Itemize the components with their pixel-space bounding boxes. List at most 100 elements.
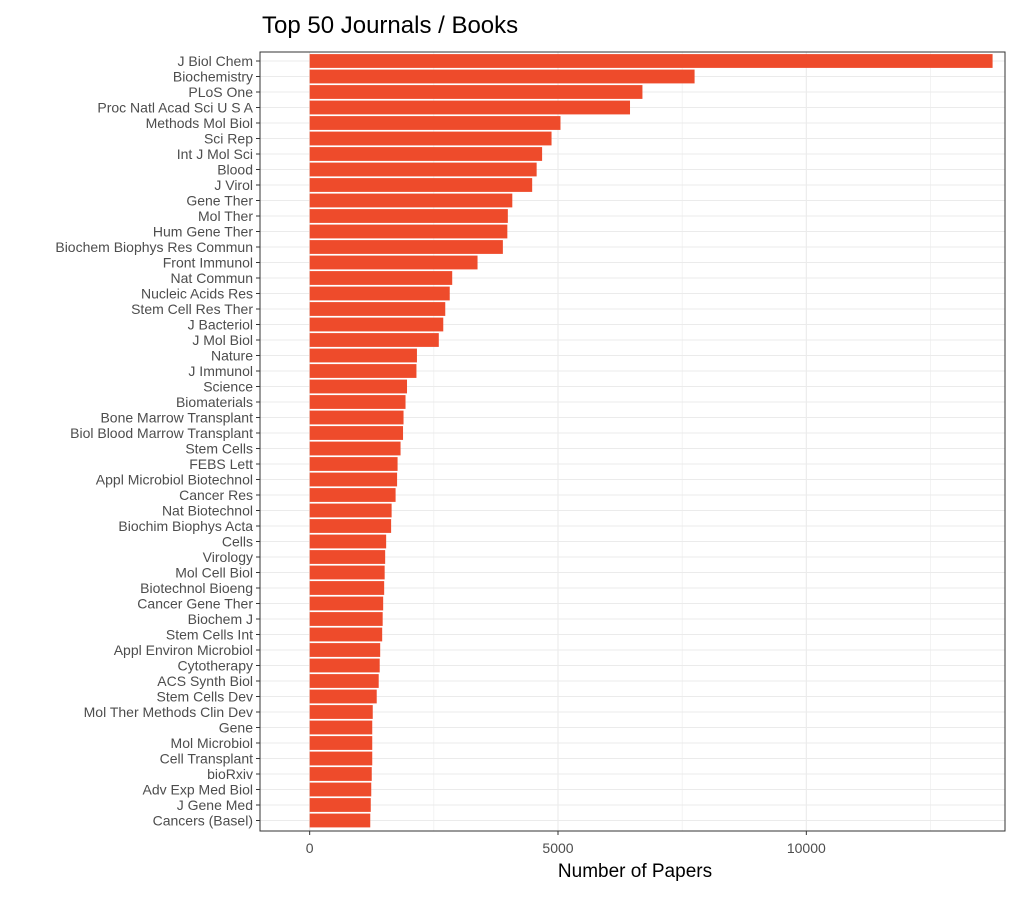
bar xyxy=(309,69,695,84)
bar xyxy=(309,178,533,192)
bar xyxy=(309,627,383,642)
bar xyxy=(309,813,371,828)
bar xyxy=(309,333,439,347)
bar xyxy=(309,395,406,409)
bar xyxy=(309,317,444,332)
bar xyxy=(309,209,508,223)
category-label: Biol Blood Marrow Transplant xyxy=(70,425,253,441)
category-label: Hum Gene Ther xyxy=(153,224,253,240)
bar xyxy=(309,488,396,502)
category-label: Appl Microbiol Biotechnol xyxy=(96,472,253,488)
category-label: Biochemistry xyxy=(173,69,253,85)
category-label: Front Immunol xyxy=(163,255,253,271)
bar xyxy=(309,705,373,719)
category-label: Cells xyxy=(222,534,253,550)
category-label: Stem Cell Res Ther xyxy=(131,301,253,317)
category-label: Nature xyxy=(211,348,253,364)
category-label: Biochim Biophys Acta xyxy=(118,518,253,534)
bar xyxy=(309,286,450,301)
x-tick-label: 10000 xyxy=(787,840,826,856)
bar xyxy=(309,410,404,425)
bar xyxy=(309,162,537,177)
bar xyxy=(309,302,446,316)
bar xyxy=(309,782,372,797)
category-label: Mol Ther Methods Clin Dev xyxy=(84,704,253,720)
bar xyxy=(309,348,417,363)
chart-title: Top 50 Journals / Books xyxy=(262,12,519,39)
category-label: Cell Transplant xyxy=(160,751,253,767)
bar xyxy=(309,674,379,688)
bar xyxy=(309,100,631,115)
category-label: ACS Synth Biol xyxy=(157,673,253,689)
category-label: Nat Biotechnol xyxy=(162,503,253,519)
bar xyxy=(309,503,392,518)
category-label: Stem Cells Dev xyxy=(157,689,253,705)
category-label: Biochem J xyxy=(188,611,253,627)
bar xyxy=(309,767,372,781)
category-label: Blood xyxy=(217,162,253,178)
bar xyxy=(309,364,417,378)
category-label: Adv Exp Med Biol xyxy=(143,782,254,798)
category-label: Biomaterials xyxy=(176,394,253,410)
category-label: J Biol Chem xyxy=(178,53,253,69)
category-label: Stem Cells xyxy=(185,441,253,457)
bar xyxy=(309,224,508,239)
category-label: Mol Cell Biol xyxy=(175,565,253,581)
category-label: Biotechnol Bioeng xyxy=(140,580,253,596)
bar xyxy=(309,643,381,657)
bar xyxy=(309,472,398,487)
bar xyxy=(309,689,377,704)
bar xyxy=(309,54,993,68)
category-label: Nucleic Acids Res xyxy=(141,286,253,302)
category-label: Stem Cells Int xyxy=(166,627,253,643)
category-label: Appl Environ Microbiol xyxy=(114,642,253,658)
bar xyxy=(309,565,385,580)
bar xyxy=(309,379,408,394)
category-label: J Gene Med xyxy=(177,797,253,813)
x-tick-label: 0 xyxy=(306,840,314,856)
category-label: bioRxiv xyxy=(207,766,253,782)
bar xyxy=(309,534,387,549)
category-label: FEBS Lett xyxy=(189,456,253,472)
bar xyxy=(309,131,552,146)
category-label: Proc Natl Acad Sci U S A xyxy=(97,100,253,116)
category-label: Biochem Biophys Res Commun xyxy=(55,239,253,255)
bar xyxy=(309,116,561,130)
category-label: J Virol xyxy=(214,177,253,193)
category-label: Cancers (Basel) xyxy=(153,813,253,829)
bar xyxy=(309,798,371,812)
category-label: Mol Ther xyxy=(198,208,253,224)
bar xyxy=(309,271,453,285)
category-label: Int J Mol Sci xyxy=(177,146,253,162)
category-label: J Mol Biol xyxy=(192,332,253,348)
category-label: Nat Commun xyxy=(171,270,253,286)
bar xyxy=(309,720,373,735)
category-label: Cancer Res xyxy=(179,487,253,503)
x-tick-label: 5000 xyxy=(542,840,573,856)
bar xyxy=(309,240,503,254)
category-label: Science xyxy=(203,379,253,395)
bar xyxy=(309,612,383,626)
bar xyxy=(309,581,385,595)
category-label: Cancer Gene Ther xyxy=(137,596,253,612)
category-label: Gene Ther xyxy=(186,193,253,209)
category-label: J Immunol xyxy=(188,363,253,379)
bar xyxy=(309,550,386,564)
bar xyxy=(309,457,398,471)
bar xyxy=(309,519,392,533)
bar xyxy=(309,658,380,673)
category-label: Virology xyxy=(203,549,253,565)
x-axis-title: Number of Papers xyxy=(558,861,712,882)
bar xyxy=(309,441,401,456)
category-label: PLoS One xyxy=(188,84,253,100)
category-label: J Bacteriol xyxy=(188,317,253,333)
category-label: Mol Microbiol xyxy=(171,735,253,751)
category-label: Gene xyxy=(219,720,253,736)
bar xyxy=(309,426,404,440)
category-label: Bone Marrow Transplant xyxy=(100,410,253,426)
bar xyxy=(309,85,643,99)
bar xyxy=(309,255,478,270)
category-label: Sci Rep xyxy=(204,131,253,147)
